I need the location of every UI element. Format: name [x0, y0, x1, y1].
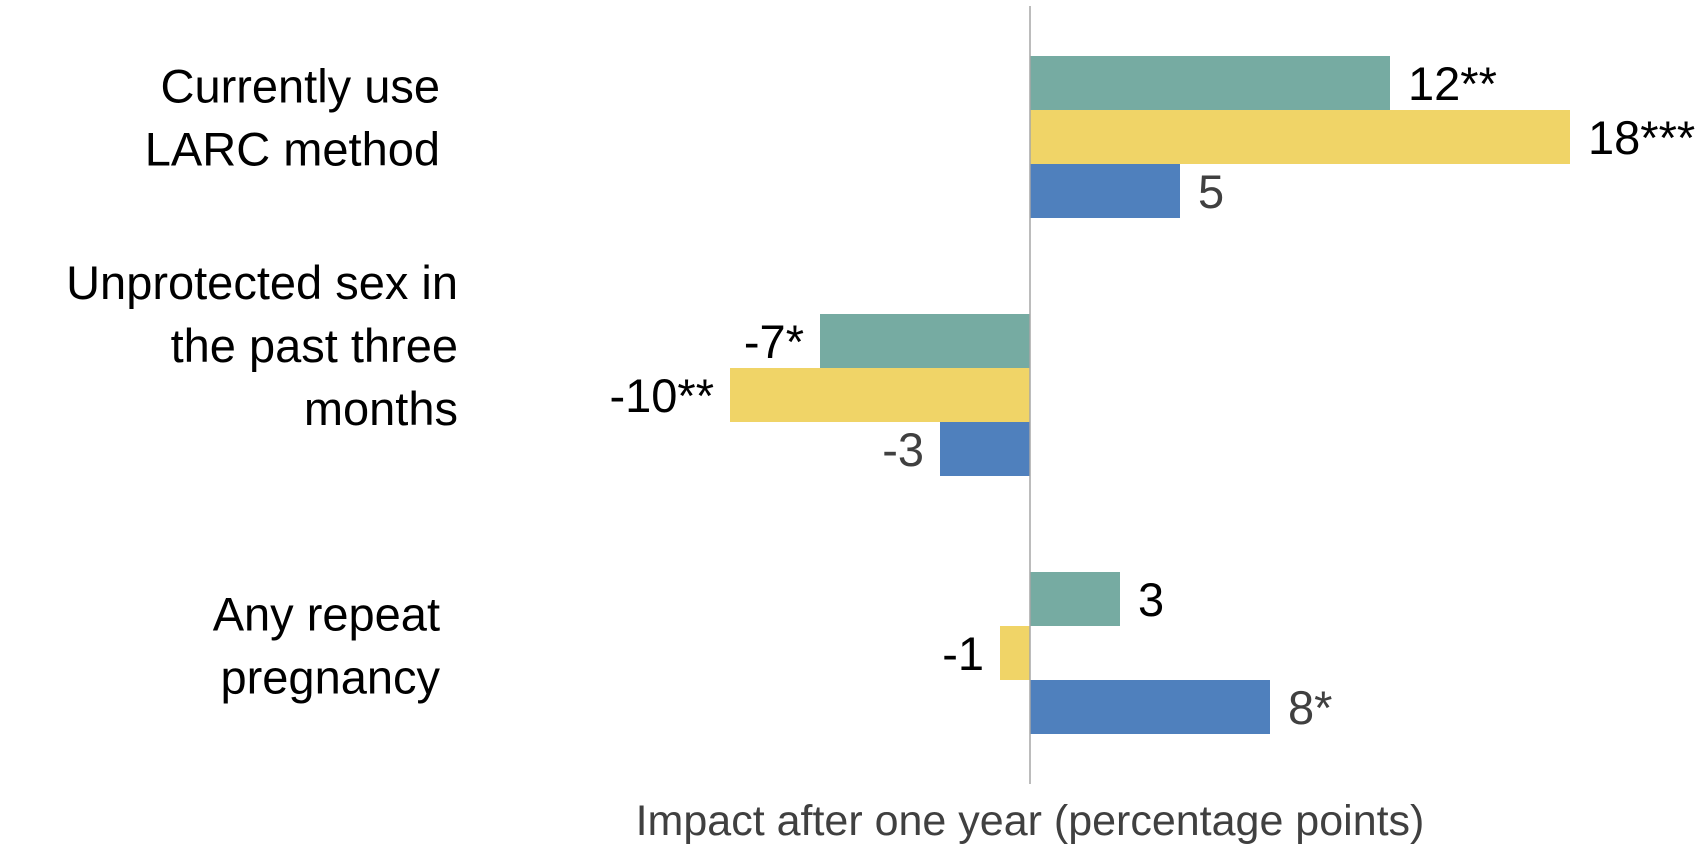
bar-series-0-category-1 — [820, 314, 1030, 368]
data-label-series-0-category-0: 12** — [1408, 57, 1497, 110]
bars-layer — [730, 56, 1570, 734]
category-label-2-line-1: pregnancy — [221, 651, 441, 704]
bar-series-1-category-0 — [1030, 110, 1570, 164]
category-labels-layer: Currently use LARC method Unprotected sex … — [66, 60, 458, 704]
value-labels-layer: 12** -7* 3 18*** -10** -1 5 -3 8* — [609, 57, 1695, 734]
bar-series-0-category-2 — [1030, 572, 1120, 626]
category-label-0-line-1: LARC method — [145, 123, 440, 176]
data-label-series-1-category-2: -1 — [942, 627, 984, 680]
data-label-series-2-category-2: 8* — [1288, 681, 1332, 734]
bar-series-2-category-1 — [940, 422, 1030, 476]
category-label-0-line-0: Currently use — [161, 60, 441, 113]
data-label-series-2-category-0: 5 — [1198, 165, 1224, 218]
bar-series-2-category-2 — [1030, 680, 1270, 734]
category-label-1-line-1: the past three — [171, 319, 458, 372]
bar-series-0-category-0 — [1030, 56, 1390, 110]
category-label-1-line-0: Unprotected sex in — [66, 256, 458, 309]
data-label-series-2-category-1: -3 — [882, 423, 924, 476]
data-label-series-0-category-1: -7* — [744, 315, 804, 368]
category-label-2-line-0: Any repeat — [213, 588, 440, 641]
category-label-1-line-2: months — [304, 382, 458, 435]
x-axis-title: Impact after one year (percentage points… — [636, 797, 1425, 845]
bar-series-1-category-1 — [730, 368, 1030, 422]
data-label-series-0-category-2: 3 — [1138, 573, 1164, 626]
bar-series-1-category-2 — [1000, 626, 1030, 680]
data-label-series-1-category-0: 18*** — [1588, 111, 1695, 164]
data-label-series-1-category-1: -10** — [609, 369, 714, 422]
bar-series-2-category-0 — [1030, 164, 1180, 218]
